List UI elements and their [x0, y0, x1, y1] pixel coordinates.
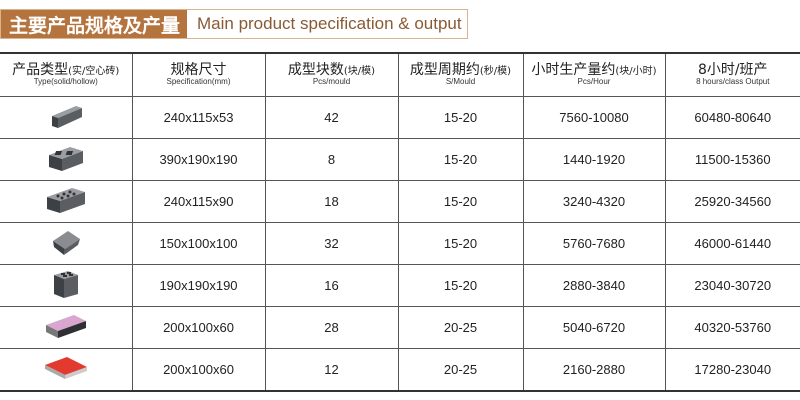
four-hole-block-icon	[51, 268, 81, 303]
hourly-cell: 2880-3840	[522, 264, 666, 307]
shift-cell: 60480-80640	[664, 96, 800, 139]
header-zh: 小时生产量约	[531, 61, 616, 78]
type-cell	[0, 180, 133, 223]
pcs-cell: 32	[264, 222, 399, 265]
pcs-cell: 28	[264, 306, 399, 349]
shift-cell: 40320-53760	[664, 306, 800, 349]
header-en: Type(solid/hollow)	[33, 77, 98, 87]
header-zh-unit: (实/空心砖)	[68, 65, 120, 77]
header-zh: 成型块数	[287, 61, 344, 78]
type-cell	[0, 222, 133, 265]
shift-cell: 23040-30720	[664, 264, 800, 307]
header-en: S/Mould	[445, 77, 476, 87]
spec-cell: 200x100x60	[131, 348, 266, 392]
type-cell	[0, 264, 133, 307]
header-zh-unit: (块/模)	[343, 65, 376, 77]
column-header: 成型块数(块/模) Pcs/mould	[264, 52, 399, 97]
spec-cell: 240x115x90	[131, 180, 266, 223]
header-en: Specification(mm)	[166, 77, 231, 87]
type-cell	[0, 138, 133, 181]
cycle-cell: 15-20	[397, 180, 524, 223]
red-paver-icon	[43, 355, 89, 384]
type-cell	[0, 96, 133, 139]
header-zh: 成型周期约	[409, 61, 480, 78]
hourly-cell: 3240-4320	[522, 180, 666, 223]
shift-cell: 25920-34560	[664, 180, 800, 223]
cycle-cell: 20-25	[397, 306, 524, 349]
hourly-cell: 5040-6720	[522, 306, 666, 349]
header-zh: 规格尺寸	[170, 61, 227, 78]
table-row: 390x190x190 8 15-20 1440-1920 11500-1536…	[0, 138, 800, 181]
cycle-cell: 20-25	[397, 348, 524, 392]
shift-cell: 46000-61440	[664, 222, 800, 265]
pcs-cell: 18	[264, 180, 399, 223]
table-row: 240x115x53 42 15-20 7560-10080 60480-806…	[0, 96, 800, 139]
header-zh-unit: (块/小时)	[615, 65, 657, 77]
pcs-cell: 42	[264, 96, 399, 139]
table-row: 190x190x190 16 15-20 2880-3840 23040-307…	[0, 264, 800, 307]
two-hole-block-icon	[46, 143, 86, 176]
title-en: Main product specification & output	[197, 14, 462, 33]
hourly-cell: 7560-10080	[522, 96, 666, 139]
spec-table: 产品类型(实/空心砖) Type(solid/hollow) 规格尺寸 Specifi…	[0, 52, 800, 392]
shift-cell: 17280-23040	[664, 348, 800, 392]
column-header: 8小时/班产 8 hours/class Output	[664, 52, 800, 97]
header-en: 8 hours/class Output	[696, 77, 770, 87]
solid-brick-icon	[48, 102, 84, 133]
pcs-cell: 12	[264, 348, 399, 392]
table-row: 200x100x60 12 20-25 2160-2880 17280-2304…	[0, 348, 800, 392]
pink-paver-icon	[44, 311, 88, 344]
column-header: 小时生产量约(块/小时) Pcs/Hour	[522, 52, 666, 97]
perforated-brick-icon	[44, 185, 88, 218]
hourly-cell: 1440-1920	[522, 138, 666, 181]
section-title: 主要产品规格及产量 Main product specification & o…	[0, 9, 468, 39]
column-header: 规格尺寸 Specification(mm)	[131, 52, 266, 97]
spec-cell: 150x100x100	[131, 222, 266, 265]
hourly-cell: 2160-2880	[522, 348, 666, 392]
spec-cell: 190x190x190	[131, 264, 266, 307]
header-zh-unit: (秒/模)	[479, 65, 512, 77]
column-header: 产品类型(实/空心砖) Type(solid/hollow)	[0, 52, 133, 97]
cycle-cell: 15-20	[397, 96, 524, 139]
spec-cell: 240x115x53	[131, 96, 266, 139]
cycle-cell: 15-20	[397, 222, 524, 265]
header-en: Pcs/Hour	[577, 77, 611, 87]
pcs-cell: 16	[264, 264, 399, 307]
pcs-cell: 8	[264, 138, 399, 181]
header-en: Pcs/mould	[312, 77, 351, 87]
table-row: 240x115x90 18 15-20 3240-4320 25920-3456…	[0, 180, 800, 223]
hourly-cell: 5760-7680	[522, 222, 666, 265]
column-header: 成型周期约(秒/模) S/Mould	[397, 52, 524, 97]
spec-cell: 390x190x190	[131, 138, 266, 181]
solid-block-icon	[50, 227, 82, 260]
type-cell	[0, 306, 133, 349]
header-zh: 8小时/班产	[697, 61, 768, 78]
title-zh: 主要产品规格及产量	[1, 10, 187, 38]
spec-cell: 200x100x60	[131, 306, 266, 349]
cycle-cell: 15-20	[397, 264, 524, 307]
table-row: 150x100x100 32 15-20 5760-7680 46000-614…	[0, 222, 800, 265]
type-cell	[0, 348, 133, 392]
header-zh: 产品类型	[12, 61, 69, 78]
shift-cell: 11500-15360	[664, 138, 800, 181]
table-row: 200x100x60 28 20-25 5040-6720 40320-5376…	[0, 306, 800, 349]
cycle-cell: 15-20	[397, 138, 524, 181]
